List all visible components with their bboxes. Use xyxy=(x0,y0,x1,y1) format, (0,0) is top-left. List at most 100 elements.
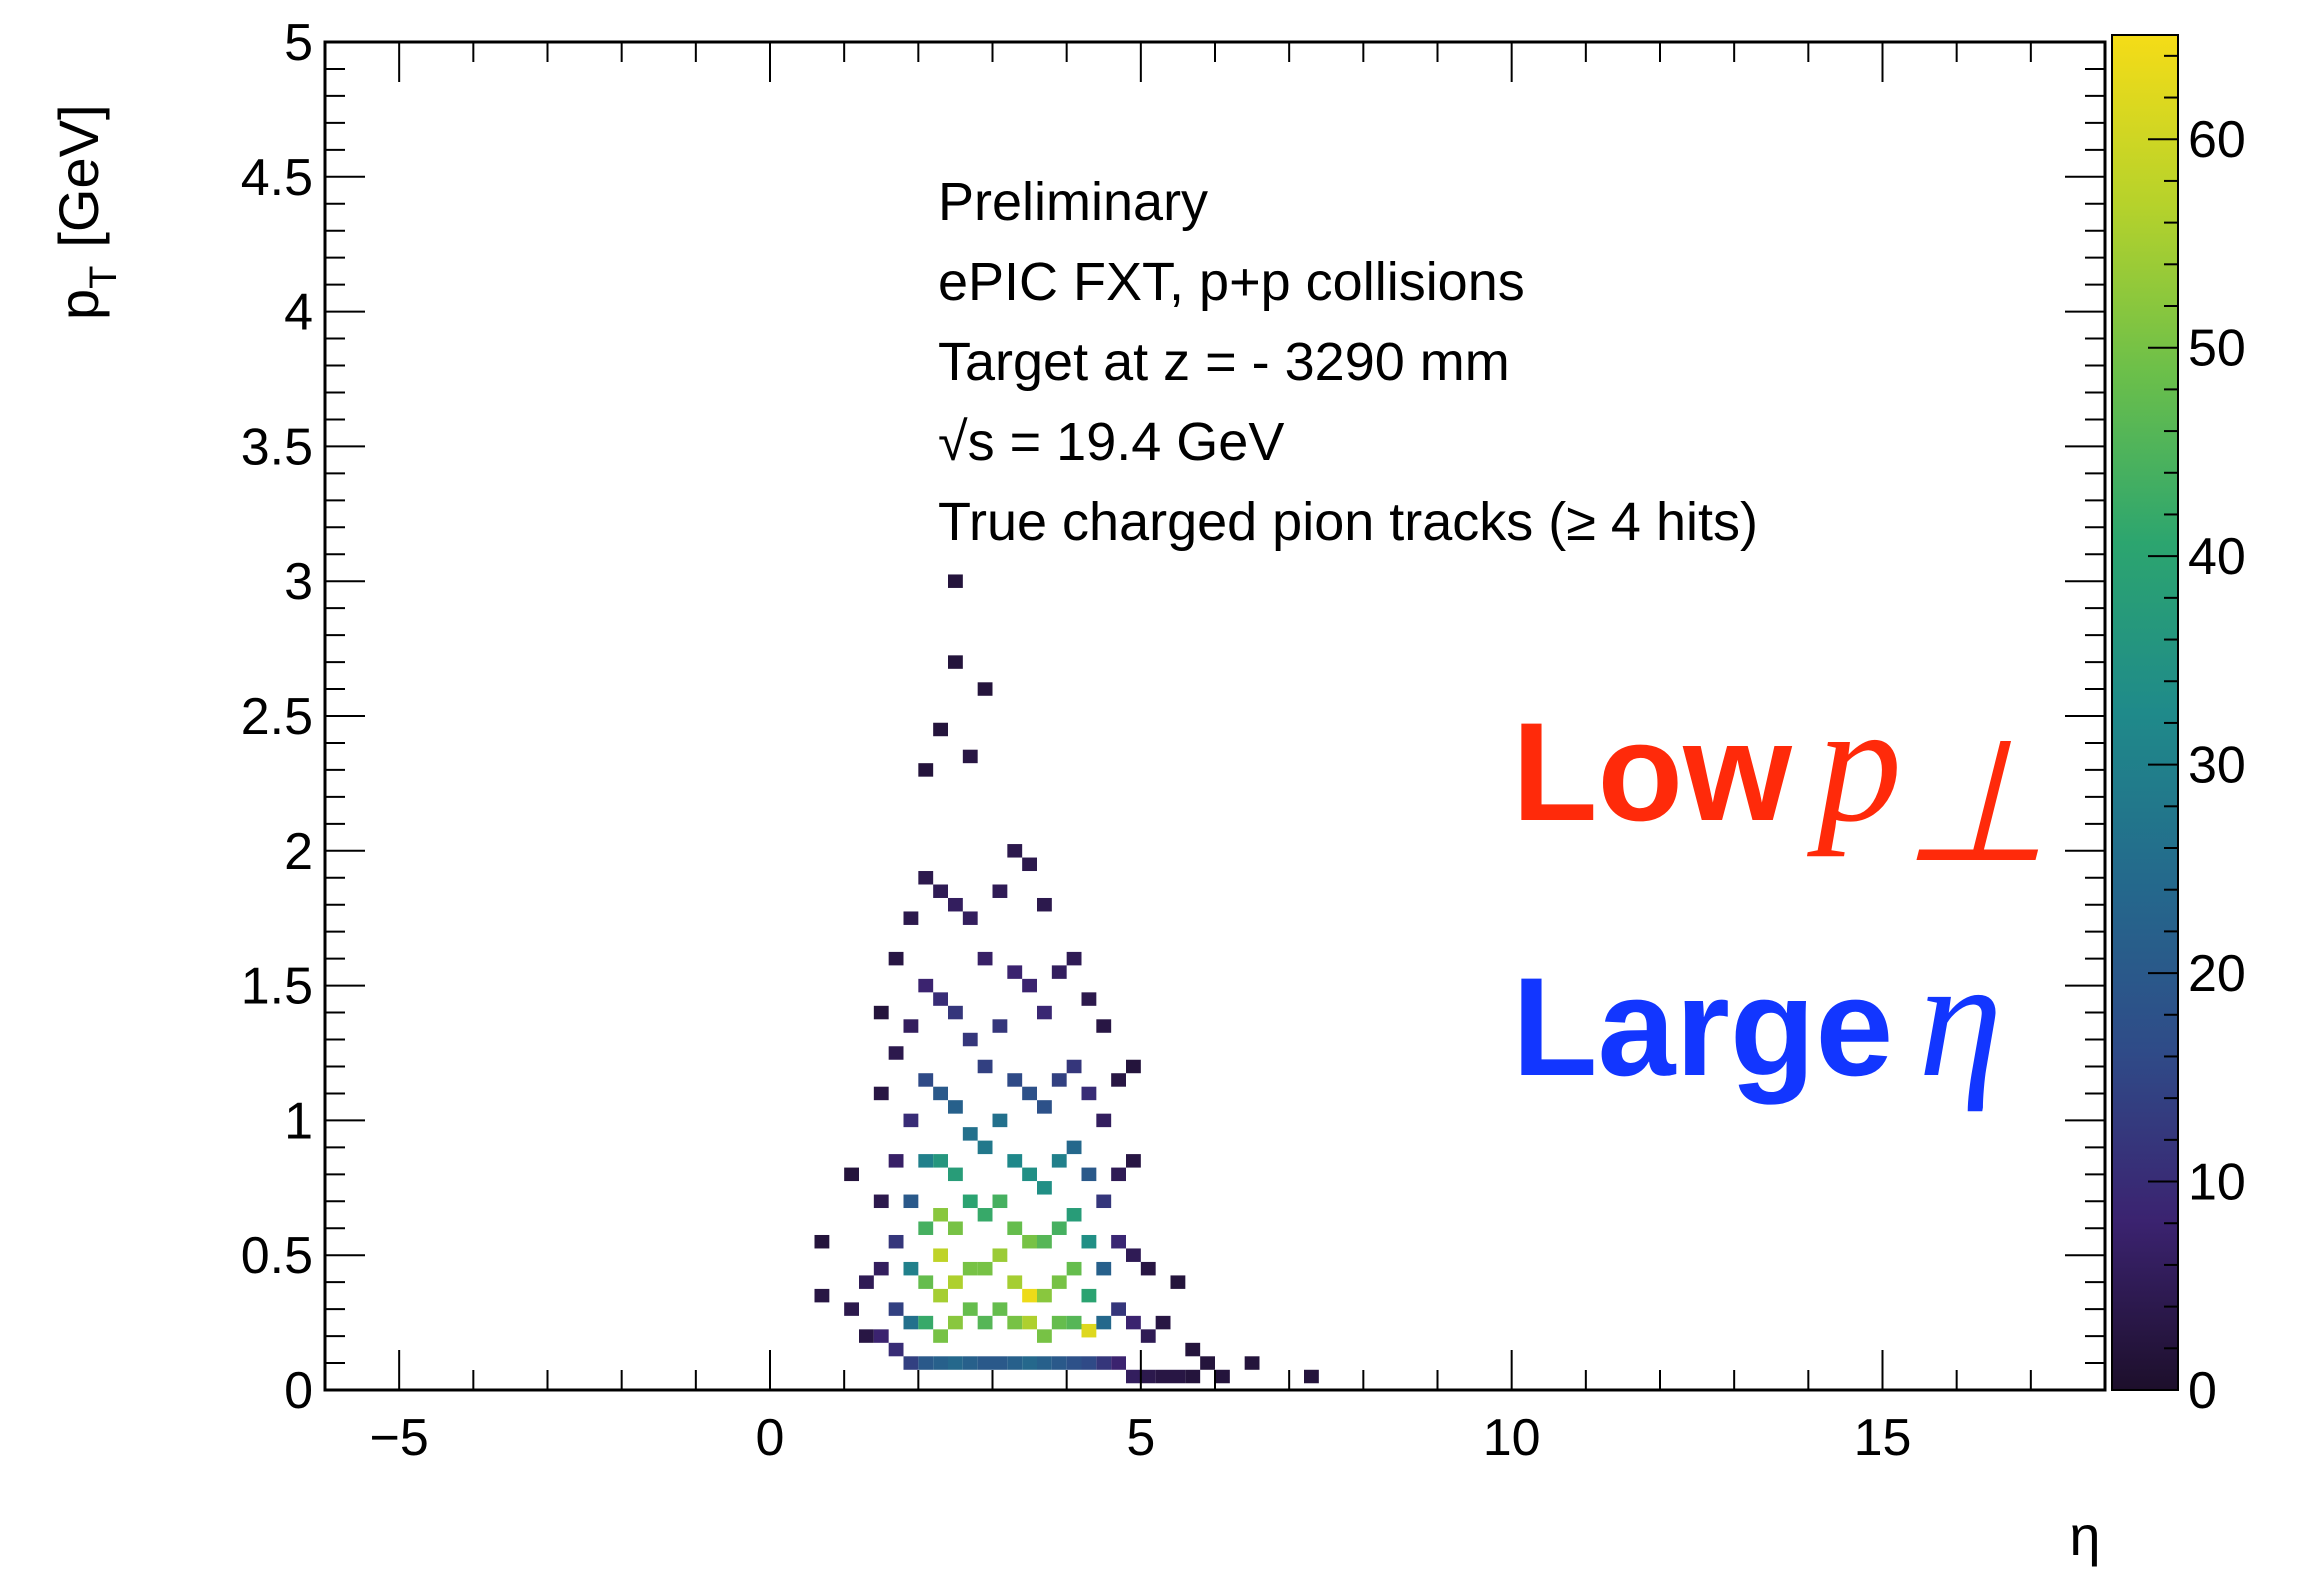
heatmap-cell xyxy=(948,1005,963,1020)
x-axis-title: η xyxy=(2069,1504,2100,1567)
heatmap-cell xyxy=(1037,1288,1052,1303)
heatmap-cell xyxy=(903,911,919,925)
heatmap-cell xyxy=(1081,1234,1097,1249)
y-axis-title: pT [GeV] xyxy=(47,104,125,320)
heatmap-cell xyxy=(859,1329,874,1343)
heatmap-cell xyxy=(1022,1167,1037,1182)
heatmap-cell xyxy=(873,1261,889,1276)
heatmap-cell xyxy=(1081,1323,1097,1338)
heatmap-cell xyxy=(1096,1356,1112,1370)
heatmap-cell xyxy=(948,1315,963,1330)
heatmap-cell xyxy=(1037,1329,1052,1343)
heatmap-cell xyxy=(1007,1073,1023,1087)
heatmap-cell xyxy=(1096,1261,1112,1276)
heatmap-cell xyxy=(1037,1100,1052,1114)
y-tick-label: 1 xyxy=(284,1092,313,1150)
heatmap-cell xyxy=(1051,1315,1067,1330)
heatmap-cell xyxy=(992,1194,1008,1209)
heatmap-cell xyxy=(933,722,948,737)
heatmap-cell xyxy=(1155,1315,1171,1330)
heatmap-cell xyxy=(1081,1356,1097,1370)
heatmap-cell xyxy=(903,1019,919,1033)
heatmap-cell xyxy=(933,992,948,1006)
y-tick-label: 0.5 xyxy=(241,1227,313,1285)
x-tick-label: 0 xyxy=(756,1409,785,1467)
heatmap-cell xyxy=(977,1356,993,1370)
heatmap-cell xyxy=(1066,1356,1082,1370)
heatmap-cell xyxy=(888,951,904,966)
colorbar xyxy=(2111,34,2179,1391)
heatmap-cell xyxy=(948,1356,963,1370)
heatmap-cell xyxy=(1111,1234,1126,1249)
heatmap-cell xyxy=(1096,1315,1112,1330)
heatmap-cell xyxy=(933,1329,948,1343)
annotation-block: Preliminary ePIC FXT, p+p collisions Tar… xyxy=(938,172,1758,552)
heatmap-cell xyxy=(962,1302,978,1316)
heatmap-cell xyxy=(1126,1154,1141,1168)
heatmap-cell xyxy=(1111,1073,1126,1087)
x-tick-label: 15 xyxy=(1854,1409,1912,1467)
large-eta-label: Large η xyxy=(1512,924,2003,1112)
heatmap-cell xyxy=(1066,1059,1082,1074)
heatmap-cell xyxy=(1081,1167,1097,1182)
annotation-line-5: True charged pion tracks (≥ 4 hits) xyxy=(938,492,1758,552)
heatmap-cell xyxy=(814,1288,830,1303)
heatmap-cell xyxy=(1037,1005,1052,1020)
heatmap-cell xyxy=(903,1315,919,1330)
colorbar-tick-label: 20 xyxy=(2188,945,2246,1003)
heatmap-cell xyxy=(1066,1208,1082,1222)
heatmap-cell xyxy=(933,1208,948,1222)
heatmap-cell xyxy=(962,1261,978,1276)
y-axis-subscript: T xyxy=(83,266,125,289)
heatmap-cell xyxy=(888,1046,904,1060)
heatmap-cell xyxy=(1126,1315,1141,1330)
colorbar-tick-label: 50 xyxy=(2188,320,2246,378)
heatmap-cell xyxy=(1007,965,1023,979)
heatmap-cell xyxy=(888,1234,904,1249)
heatmap-cell xyxy=(977,682,993,696)
heatmap-cell xyxy=(1007,1154,1023,1168)
heatmap-cell xyxy=(1022,1356,1037,1370)
y-axis-unit: [GeV] xyxy=(47,104,110,247)
heatmap-cell xyxy=(1022,1086,1037,1101)
heatmap-cell xyxy=(948,897,963,912)
heatmap-cell xyxy=(888,1342,904,1357)
y-tick-label: 4.5 xyxy=(241,149,313,207)
heatmap-cell xyxy=(903,1261,919,1276)
heatmap-cell xyxy=(1170,1369,1186,1384)
y-tick-label: 2 xyxy=(284,823,313,881)
heatmap-cell xyxy=(1066,1140,1082,1155)
sqrt-symbol: √ xyxy=(938,412,968,472)
heatmap-cell xyxy=(873,1086,889,1101)
heatmap-cell xyxy=(948,1167,963,1182)
heatmap-cell xyxy=(1051,1356,1067,1370)
heatmap-cell xyxy=(1022,1288,1037,1303)
heatmap-cell xyxy=(844,1302,859,1316)
heatmap-cell xyxy=(903,1113,919,1128)
large-word: Large xyxy=(1512,948,1893,1105)
heatmap-cell xyxy=(1007,844,1023,858)
heatmap-cell xyxy=(933,1086,948,1101)
colorbar-ticks: 0 10 20 30 40 50 60 xyxy=(2148,54,2246,1420)
large-symbol: η xyxy=(1918,924,2002,1112)
heatmap-cell xyxy=(977,1261,993,1276)
heatmap-cell xyxy=(992,1356,1008,1370)
low-symbol: p xyxy=(1807,669,1902,857)
heatmap-cell xyxy=(903,1356,919,1370)
y-tick-label: 1.5 xyxy=(241,958,313,1016)
annotation-line-3: Target at z = - 3290 mm xyxy=(938,332,1510,392)
heatmap-cell xyxy=(977,1208,993,1222)
heatmap-cell xyxy=(1037,897,1052,912)
heatmap-cell xyxy=(1037,1356,1052,1370)
heatmap-cell xyxy=(1126,1248,1141,1262)
heatmap-cell xyxy=(1066,1315,1082,1330)
heatmap-cell xyxy=(962,1127,978,1141)
heatmap-cell xyxy=(962,1356,978,1370)
colorbar-tick-label: 60 xyxy=(2188,111,2246,169)
heatmap-cell xyxy=(1244,1356,1260,1370)
x-tick-label: 5 xyxy=(1126,1409,1155,1467)
colorbar-tick-label: 10 xyxy=(2188,1154,2246,1212)
heatmap-cell xyxy=(1200,1356,1215,1370)
heatmap-cell xyxy=(1096,1113,1112,1128)
heatmap-cell xyxy=(918,1073,934,1087)
